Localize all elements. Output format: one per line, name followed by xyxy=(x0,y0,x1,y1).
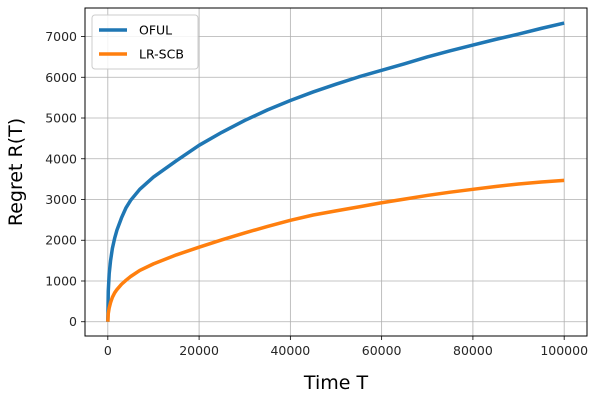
x-tick-label: 20000 xyxy=(179,343,219,358)
axis-ticks xyxy=(81,36,565,340)
y-tick-label: 2000 xyxy=(45,233,77,248)
legend: OFUL LR-SCB xyxy=(91,14,199,70)
y-tick-label: 1000 xyxy=(45,273,77,288)
y-tick-label: 5000 xyxy=(45,111,77,126)
y-tick-label: 7000 xyxy=(45,29,77,44)
y-tick-label: 6000 xyxy=(45,70,77,85)
plot-frame xyxy=(84,7,588,337)
series-line-lr-scb xyxy=(106,178,565,322)
x-tick-label: 0 xyxy=(104,343,112,358)
grid-lines xyxy=(85,8,587,336)
series-lines xyxy=(106,21,565,322)
y-tick-label: 0 xyxy=(69,314,77,329)
tick-labels: 0 20000 40000 60000 80000 100000 0 1000 2000 3000… xyxy=(45,29,588,358)
x-tick-label: 40000 xyxy=(270,343,310,358)
legend-label-lr-scb: LR-SCB xyxy=(139,47,184,62)
y-tick-label: 4000 xyxy=(45,151,77,166)
x-tick-label: 60000 xyxy=(362,343,402,358)
y-axis-title: Regret R(T) xyxy=(5,118,27,226)
x-tick-label: 100000 xyxy=(540,343,588,358)
y-tick-label: 3000 xyxy=(45,192,77,207)
x-tick-label: 80000 xyxy=(453,343,493,358)
legend-label-oful: OFUL xyxy=(139,23,172,38)
x-axis-title: Time T xyxy=(303,372,369,394)
series-line-oful xyxy=(106,21,565,322)
